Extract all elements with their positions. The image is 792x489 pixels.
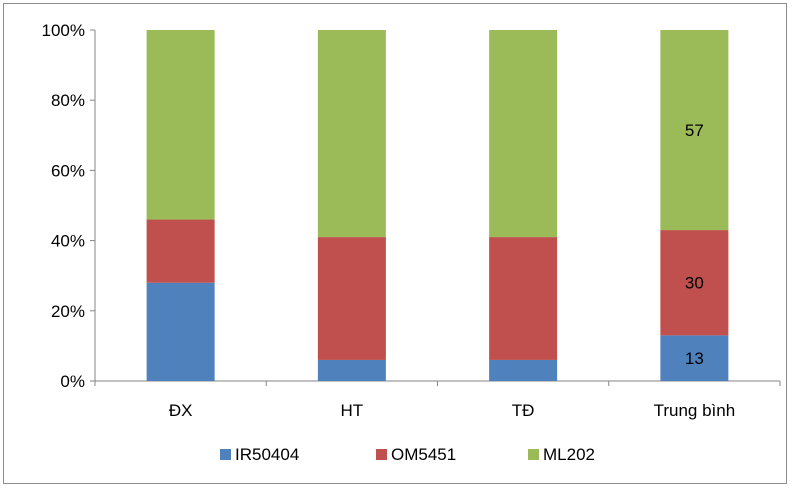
data-label: 57 [685, 121, 704, 140]
y-tick-label: 100% [42, 21, 85, 40]
legend-swatch [376, 449, 387, 460]
bar-segment [660, 335, 729, 381]
x-tick-label: Trung bình [654, 401, 736, 420]
bar-segment [489, 30, 558, 238]
bar-segment [660, 30, 729, 231]
legend-label: ML202 [543, 445, 595, 464]
x-tick-label: ĐX [169, 401, 193, 420]
bar-segment [317, 359, 386, 381]
legend-label: OM5451 [391, 445, 456, 464]
bar-segment [489, 237, 558, 360]
bar-segment [317, 237, 386, 360]
y-tick-label: 0% [60, 372, 85, 391]
bar-segment [317, 30, 386, 238]
bar-segment [146, 282, 215, 381]
bar-segment [660, 230, 729, 336]
y-tick-label: 80% [51, 91, 85, 110]
bar-segment [146, 30, 215, 220]
bar-segment [146, 219, 215, 283]
x-tick-label: HT [341, 401, 364, 420]
bar-segment [489, 359, 558, 381]
legend-swatch [528, 449, 539, 460]
y-tick-label: 60% [51, 161, 85, 180]
data-label: 13 [685, 349, 704, 368]
y-tick-label: 40% [51, 232, 85, 251]
y-tick-label: 20% [51, 302, 85, 321]
data-label: 30 [685, 274, 704, 293]
legend-swatch [220, 449, 231, 460]
legend-label: IR50404 [235, 445, 299, 464]
x-tick-label: TĐ [512, 401, 535, 420]
chart-frame [3, 3, 787, 484]
